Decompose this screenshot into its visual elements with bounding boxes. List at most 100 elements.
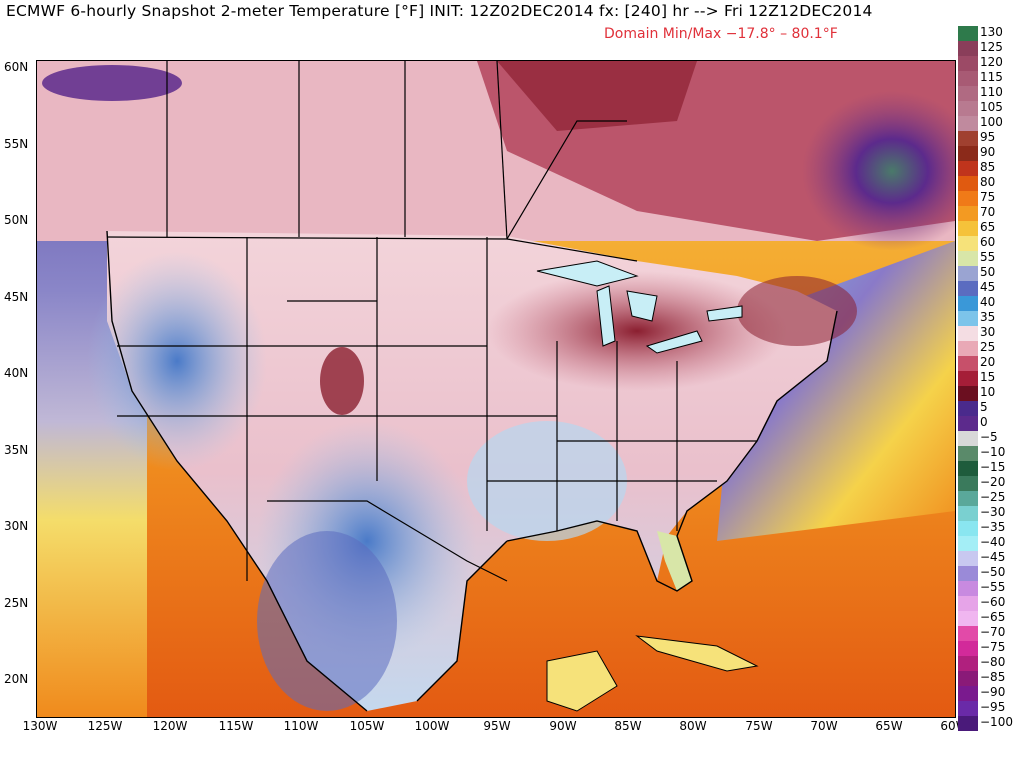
colorbar-swatch (958, 626, 978, 642)
colorbar-tick-label: −60 (980, 595, 1006, 609)
colorbar-swatch (958, 536, 978, 552)
lake-huron (626, 290, 658, 322)
borders (106, 61, 757, 582)
colorbar-tick-label: −40 (980, 535, 1006, 549)
colorbar-tick-label: −100 (980, 715, 1013, 729)
colorbar-tick-label: −70 (980, 625, 1006, 639)
colorbar-swatch (958, 101, 978, 117)
lon-label-85w: 85W (614, 719, 642, 733)
colorbar-tick-label: 30 (980, 325, 996, 339)
temperature-map-svg (37, 61, 955, 717)
colorbar-tick-label: −75 (980, 640, 1006, 654)
colorbar-tick-label: −10 (980, 445, 1006, 459)
colorbar-tick-label: 40 (980, 295, 996, 309)
lon-label-125w: 125W (87, 719, 123, 733)
colorbar-swatch (958, 341, 978, 357)
lon-label-70w: 70W (810, 719, 838, 733)
cuba (635, 635, 759, 672)
colorbar-swatch (958, 581, 978, 597)
florida-peninsula (657, 531, 692, 591)
colorbar-tick-label: −45 (980, 550, 1006, 564)
dark-red-north (497, 61, 697, 131)
colorbar-tick-label: −65 (980, 610, 1006, 624)
colorbar-tick-label: 35 (980, 310, 996, 324)
colorbar-swatch (958, 371, 978, 387)
colorbar-swatch (958, 221, 978, 237)
lat-label-50n: 50N (4, 213, 29, 227)
colorbar-tick-label: −35 (980, 520, 1006, 534)
pacific-northwest-cool (87, 251, 267, 471)
colorbar-tick-label: −20 (980, 475, 1006, 489)
colorbar-swatch (958, 596, 978, 612)
great-lakes (536, 260, 743, 354)
colorbar-tick-label: 75 (980, 190, 996, 204)
colorbar-tick-label: 60 (980, 235, 996, 249)
mexico-plateau-cool (257, 531, 397, 711)
colorbar-tick-label: 45 (980, 280, 996, 294)
colorbar-swatch (958, 131, 978, 147)
colorbar-tick-label: 50 (980, 265, 996, 279)
colorbar-swatch (958, 41, 978, 57)
lat-label-40n: 40N (4, 366, 29, 380)
lon-label-95w: 95W (483, 719, 511, 733)
colorbar-swatch (958, 86, 978, 102)
colorbar-tick-label: 80 (980, 175, 996, 189)
lat-label-55n: 55N (4, 137, 29, 151)
border-line (496, 61, 508, 240)
colorbar-tick-label: 90 (980, 145, 996, 159)
colorbar-tick-label: 95 (980, 130, 996, 144)
colorbar-swatch (958, 56, 978, 72)
colorbar-swatch (958, 116, 978, 132)
colorbar-swatch (958, 206, 978, 222)
colorbar-tick-label: −55 (980, 580, 1006, 594)
colorbar-tick-label: −85 (980, 670, 1006, 684)
colorbar-swatch (958, 26, 978, 42)
lat-label-60n: 60N (4, 60, 29, 74)
colorbar-swatch (958, 146, 978, 162)
colorbar-swatch (958, 446, 978, 462)
lake-ontario (706, 305, 743, 322)
colorbar-swatch (958, 431, 978, 447)
mexico-gulf-coastline (416, 540, 508, 702)
colorbar-tick-label: 10 (980, 385, 996, 399)
lon-label-90w: 90W (549, 719, 577, 733)
colorbar-tick-label: 120 (980, 55, 1003, 69)
lat-label-35n: 35N (4, 443, 29, 457)
lon-label-65w: 65W (875, 719, 903, 733)
colorbar-swatch (958, 551, 978, 567)
lake-michigan (596, 285, 616, 347)
lon-label-75w: 75W (745, 719, 773, 733)
colorbar-swatch (958, 161, 978, 177)
colorbar-tick-label: 110 (980, 85, 1003, 99)
colorbar-swatch (958, 326, 978, 342)
cold-core-northwest (42, 65, 182, 101)
colorbar-swatch (958, 491, 978, 507)
pacific-coastline (106, 230, 368, 712)
colorbar-tick-label: 100 (980, 115, 1003, 129)
colorbar-tick-label: 85 (980, 160, 996, 174)
colorbar-tick-label: −15 (980, 460, 1006, 474)
colorbar-swatch (958, 476, 978, 492)
colorbar-swatch (958, 401, 978, 417)
colorbar-tick-label: 25 (980, 340, 996, 354)
colorbar-tick-label: 105 (980, 100, 1003, 114)
lake-erie (645, 330, 703, 354)
colorbar-swatch (958, 506, 978, 522)
colorbar-swatch (958, 416, 978, 432)
colorbar-tick-label: −95 (980, 700, 1006, 714)
border-line (506, 120, 627, 240)
lat-label-45n: 45N (4, 290, 29, 304)
colorbar-tick-label: −5 (980, 430, 998, 444)
coastlines (106, 230, 838, 712)
lon-label-80w: 80W (679, 719, 707, 733)
colorbar-tick-label: 20 (980, 355, 996, 369)
lat-label-25n: 25N (4, 596, 29, 610)
colorbar-swatch (958, 281, 978, 297)
colorbar-tick-label: −50 (980, 565, 1006, 579)
colorbar-tick-label: −80 (980, 655, 1006, 669)
colorbar-swatch (958, 251, 978, 267)
colorbar-swatch (958, 656, 978, 672)
lat-label-30n: 30N (4, 519, 29, 533)
gulf-atlantic-coastline (506, 310, 838, 592)
lon-label-120w: 120W (152, 719, 188, 733)
